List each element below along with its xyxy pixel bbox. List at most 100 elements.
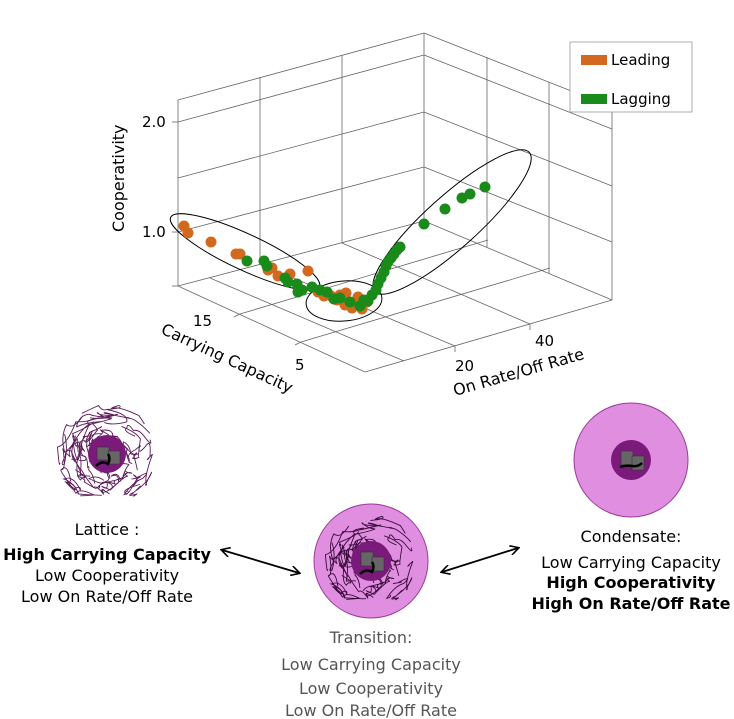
transition-diagram xyxy=(313,503,429,619)
legend: Leading Lagging xyxy=(569,41,693,113)
fiber-strand xyxy=(370,515,406,534)
fiber-strand xyxy=(101,472,128,491)
fiber-strand xyxy=(103,412,151,434)
y-tick-5: 5 xyxy=(295,356,305,374)
lattice-protein-left xyxy=(96,446,110,461)
lattice-line-1: High Carrying Capacity xyxy=(3,545,211,564)
transition-line-1: Low Carrying Capacity xyxy=(281,655,461,674)
fiber-strand xyxy=(365,577,390,595)
legend-swatch-lagging xyxy=(581,94,607,104)
fiber-strand xyxy=(324,524,382,571)
fiber-strand xyxy=(136,453,153,491)
fiber-strand xyxy=(381,568,395,584)
y-tick-15: 15 xyxy=(193,312,212,330)
arrow-lattice-transition xyxy=(222,550,299,573)
fiber-strand xyxy=(338,527,365,567)
data-point-lagging xyxy=(418,218,430,230)
fiber-strand xyxy=(62,477,81,495)
fiber-strand xyxy=(328,573,360,600)
fiber-strand xyxy=(97,477,123,489)
lattice-line-2: Low Cooperativity xyxy=(35,566,179,585)
lattice-dna-strand xyxy=(95,453,111,467)
fiber-strand xyxy=(367,522,412,543)
back-wall-grid xyxy=(177,32,425,287)
fiber-strand xyxy=(391,589,403,601)
arrow-transition-condensate xyxy=(442,548,518,572)
data-point-lagging xyxy=(479,181,491,193)
lattice-line-3: Low On Rate/Off Rate xyxy=(21,587,193,606)
condensate-protein-right xyxy=(631,455,645,471)
fiber-strand xyxy=(329,542,349,577)
x-tick-40: 40 xyxy=(535,332,554,350)
z-axis-label: Cooperativity xyxy=(109,124,128,232)
data-point-leading xyxy=(205,236,217,248)
fiber-strand xyxy=(61,433,81,473)
x-tick-20: 20 xyxy=(455,357,474,375)
right-wall-grid xyxy=(423,32,613,301)
data-point-lagging xyxy=(282,276,294,288)
fiber-strand xyxy=(79,435,90,455)
transition-protein-left xyxy=(360,551,374,567)
z-tick-1: 1.0 xyxy=(142,223,166,241)
fiber-strand xyxy=(60,467,95,497)
condensate-line-1: Low Carrying Capacity xyxy=(541,553,721,572)
transition-title: Transition: xyxy=(329,628,413,647)
fiber-strand xyxy=(387,534,413,552)
data-point-leading xyxy=(234,248,246,260)
fiber-strand xyxy=(124,474,141,495)
fiber-strand xyxy=(106,404,145,425)
data-point-lagging xyxy=(344,296,356,308)
legend-swatch-leading xyxy=(581,55,607,65)
fiber-strand xyxy=(76,473,101,490)
fiber-strand xyxy=(340,521,378,551)
data-point-lagging xyxy=(334,292,346,304)
condensate-diagram xyxy=(573,402,689,518)
data-point-lagging xyxy=(439,203,451,215)
condensate-dna-strand xyxy=(619,462,643,469)
fiber-strand xyxy=(71,441,81,463)
fiber-strand xyxy=(327,546,346,577)
lattice-title: Lattice : xyxy=(75,520,140,539)
data-point-lagging xyxy=(394,241,406,253)
fiber-strand xyxy=(73,411,115,443)
data-point-lagging xyxy=(241,255,253,267)
fiber-strand xyxy=(397,560,414,595)
transition-line-2: Low Cooperativity xyxy=(299,679,443,698)
plot-3d: 2.0 1.0 15 5 20 40 Cooperativity Carryin… xyxy=(109,32,693,400)
fiber-strand xyxy=(125,424,152,444)
fiber-strand xyxy=(83,426,103,444)
fiber-strand xyxy=(129,485,142,497)
fiber-strand xyxy=(338,549,347,569)
lattice-protein-right xyxy=(107,450,121,465)
transition-cluster-ellipse xyxy=(305,280,383,322)
fiber-strand xyxy=(88,471,110,484)
condensate-title: Condensate: xyxy=(581,527,682,546)
fiber-strand xyxy=(75,413,113,428)
data-points xyxy=(178,181,491,315)
data-point-lagging xyxy=(296,284,308,296)
z-tick-2: 2.0 xyxy=(142,113,166,131)
fiber-strand xyxy=(385,578,409,600)
condensate-line-2: High Cooperativity xyxy=(546,573,716,592)
fiber-strand xyxy=(77,453,91,477)
fiber-strand xyxy=(71,421,94,461)
fiber-strand xyxy=(111,435,133,464)
legend-label-leading: Leading xyxy=(611,51,670,69)
fiber-strand xyxy=(122,441,139,471)
tick-marks xyxy=(172,121,531,352)
legend-label-lagging: Lagging xyxy=(611,90,671,108)
data-point-leading xyxy=(182,227,194,239)
data-point-lagging xyxy=(321,286,333,298)
condensate-line-3: High On Rate/Off Rate xyxy=(531,594,730,613)
condensate-cluster-ellipse xyxy=(372,149,532,295)
transition-line-3: Low On Rate/Off Rate xyxy=(285,701,457,719)
transition-dna-strand xyxy=(359,561,375,575)
data-point-leading xyxy=(302,265,314,277)
fiber-strand xyxy=(362,581,385,593)
fiber-strand xyxy=(350,535,367,552)
data-point-lagging xyxy=(261,260,273,272)
fiber-strand xyxy=(81,405,128,425)
fiber-strand xyxy=(127,443,151,458)
data-point-lagging xyxy=(464,188,476,200)
